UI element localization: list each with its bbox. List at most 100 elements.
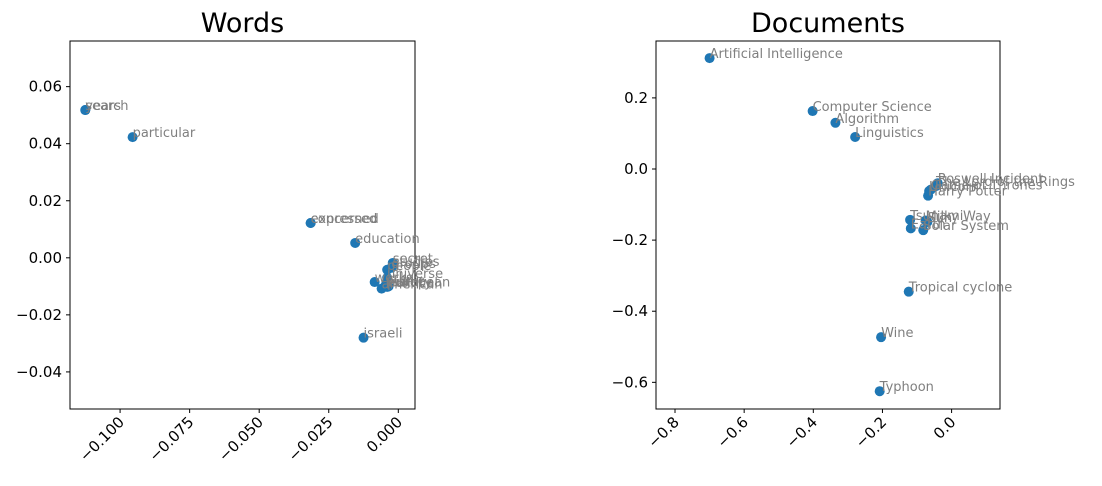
point-label: european xyxy=(389,275,451,290)
point-label: public xyxy=(386,274,425,289)
point-label: search xyxy=(85,99,128,114)
x-tick-label: −0.8 xyxy=(644,413,682,451)
words-title: Words xyxy=(201,8,284,39)
point-label: Algorithm xyxy=(835,112,899,127)
y-tick: −0.2 xyxy=(612,231,656,249)
scatter-point xyxy=(905,214,916,225)
y-tick-label: 0.00 xyxy=(29,249,62,267)
x-tick: −0.050 xyxy=(215,409,267,465)
y-tick-label: 0.0 xyxy=(624,160,648,178)
point-label: people xyxy=(387,259,431,274)
x-tick-label: −0.025 xyxy=(285,413,337,465)
scatter-point xyxy=(382,264,393,275)
y-tick: −0.4 xyxy=(612,302,656,320)
x-tick: −0.2 xyxy=(852,409,890,452)
y-tick-label: 0.2 xyxy=(624,89,648,107)
point-label: Milky Way xyxy=(926,210,991,225)
x-tick: 0.0 xyxy=(930,409,960,443)
point-label: Artificial Intelligence xyxy=(710,47,843,62)
y-tick: 0.06 xyxy=(29,78,70,96)
x-tick: −0.8 xyxy=(644,409,683,452)
scatter-point xyxy=(922,216,933,227)
plot-frame xyxy=(655,40,1001,410)
point-label: Roswell Incident xyxy=(938,172,1044,187)
point-label: political xyxy=(387,276,438,291)
x-tick-label: −0.075 xyxy=(145,413,197,465)
scatter-point xyxy=(874,386,885,397)
y-tick: −0.6 xyxy=(612,373,656,391)
scatter-point xyxy=(903,286,914,297)
x-tick-label: 0.000 xyxy=(363,413,406,456)
scatter-point xyxy=(850,132,861,142)
point-label: Wine xyxy=(881,326,913,341)
x-tick-label: −0.050 xyxy=(215,413,267,465)
scatter-point xyxy=(830,117,841,128)
x-tick-label: −0.100 xyxy=(76,413,128,465)
point-label: Unicorn xyxy=(929,180,979,195)
x-tick: −0.4 xyxy=(783,409,821,452)
point-label: works xyxy=(375,271,413,286)
y-tick: 0.00 xyxy=(29,249,70,267)
x-tick: −0.025 xyxy=(285,409,337,465)
point-label: studies xyxy=(393,255,440,270)
point-label: Solar System xyxy=(923,219,1009,234)
documents-subplot: Documents −0.6 −0.4 −0.2 0.0 0.2 −0.8 −0.6 −0.4… xyxy=(612,8,1076,452)
point-label: Harry Potter xyxy=(928,185,1008,200)
scatter-point xyxy=(383,281,394,292)
y-tick-label: −0.6 xyxy=(612,373,648,391)
point-label: Tsunami xyxy=(909,209,963,224)
point-label: Linguistics xyxy=(855,126,924,141)
scatter-point xyxy=(704,53,715,64)
point-label: Earth xyxy=(911,217,946,232)
point-label: groups xyxy=(391,257,436,272)
point-label: history xyxy=(387,275,432,290)
point-label: The Lord of the Rings xyxy=(935,175,1075,190)
y-tick: 0.0 xyxy=(624,160,656,178)
y-tick-label: −0.4 xyxy=(612,302,648,320)
x-tick: −0.6 xyxy=(713,409,752,452)
point-label: Game of Thrones xyxy=(931,179,1043,194)
plot-frame xyxy=(69,40,416,410)
x-tick: −0.075 xyxy=(145,409,197,465)
scatter-point xyxy=(80,105,91,116)
scatter-point xyxy=(876,332,887,343)
y-tick-label: 0.04 xyxy=(29,135,62,153)
y-tick-label: 0.06 xyxy=(29,78,62,96)
scatter-point xyxy=(923,190,934,201)
point-label: years xyxy=(85,99,121,114)
point-label: expressed xyxy=(311,212,378,227)
point-label: american xyxy=(382,278,443,293)
x-tick-label: 0.0 xyxy=(930,413,960,443)
y-tick: 0.04 xyxy=(29,135,70,153)
point-label: particular xyxy=(133,126,196,141)
scatter-point xyxy=(305,218,316,229)
point-label: universe xyxy=(387,267,443,282)
scatter-point xyxy=(905,223,916,234)
y-tick: 0.2 xyxy=(624,89,656,107)
x-tick-label: −0.6 xyxy=(713,413,751,451)
y-tick-label: −0.04 xyxy=(16,363,62,381)
y-tick: −0.02 xyxy=(16,306,70,324)
y-tick: −0.04 xyxy=(16,363,70,381)
point-label: Sun xyxy=(927,211,952,226)
point-label: Computer Science xyxy=(813,100,932,115)
scatter-point xyxy=(807,106,818,117)
y-tick: 0.02 xyxy=(29,192,70,210)
point-label: Typhoon xyxy=(879,380,934,395)
scatter-point xyxy=(358,332,369,343)
point-label: concerned xyxy=(311,212,379,227)
x-tick-label: −0.2 xyxy=(852,413,890,451)
point-label: israeli xyxy=(364,327,403,342)
point-label: secret xyxy=(393,252,433,267)
scatter-point xyxy=(350,237,361,248)
scatter-point xyxy=(127,132,138,143)
point-label: education xyxy=(355,232,420,247)
scatter-point xyxy=(369,277,380,288)
scatter-point xyxy=(918,225,929,236)
y-tick-label: −0.02 xyxy=(16,306,62,324)
x-tick-label: −0.4 xyxy=(783,413,821,451)
words-subplot: Words −0.04 −0.02 0.00 0.02 0.04 0.06 −0.100 −0… xyxy=(16,8,450,465)
y-tick-label: −0.2 xyxy=(612,231,648,249)
